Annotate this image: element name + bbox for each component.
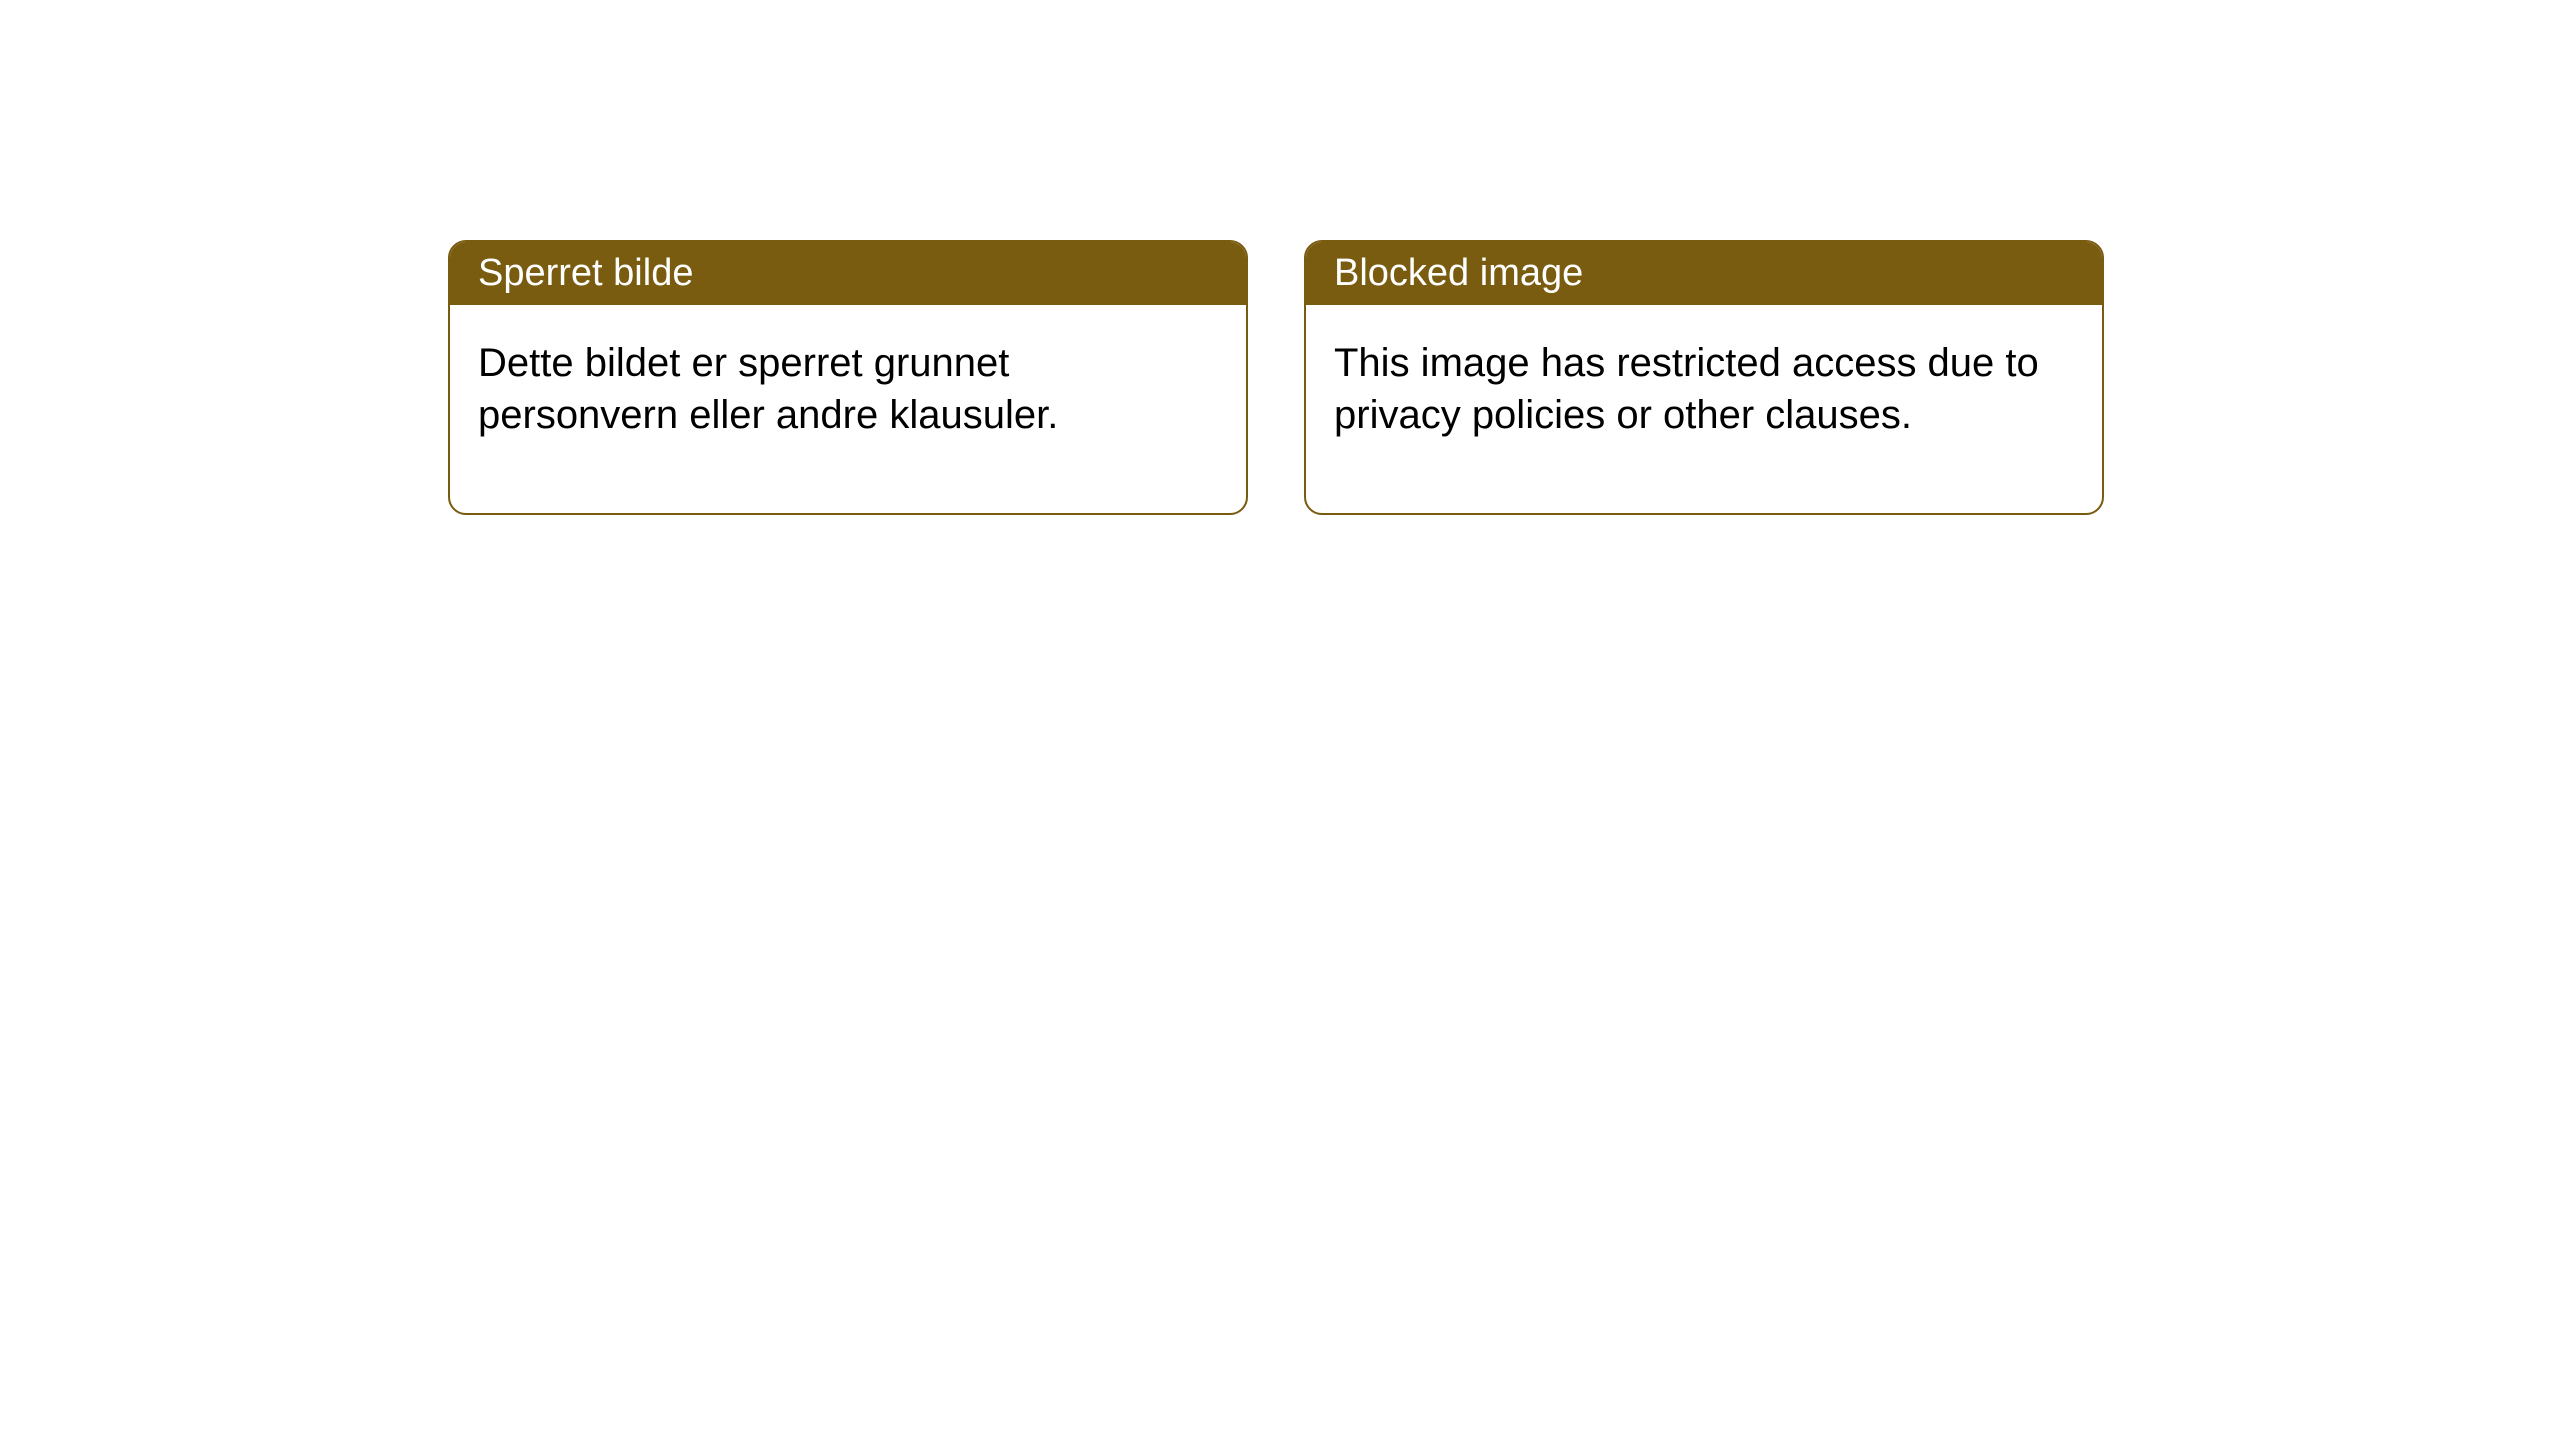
blocked-image-card-no: Sperret bilde Dette bildet er sperret gr… <box>448 240 1248 515</box>
card-header-en: Blocked image <box>1306 242 2102 305</box>
blocked-image-card-en: Blocked image This image has restricted … <box>1304 240 2104 515</box>
card-body-en: This image has restricted access due to … <box>1306 305 2102 513</box>
blocked-image-cards: Sperret bilde Dette bildet er sperret gr… <box>448 240 2104 515</box>
card-header-no: Sperret bilde <box>450 242 1246 305</box>
card-body-no: Dette bildet er sperret grunnet personve… <box>450 305 1246 513</box>
